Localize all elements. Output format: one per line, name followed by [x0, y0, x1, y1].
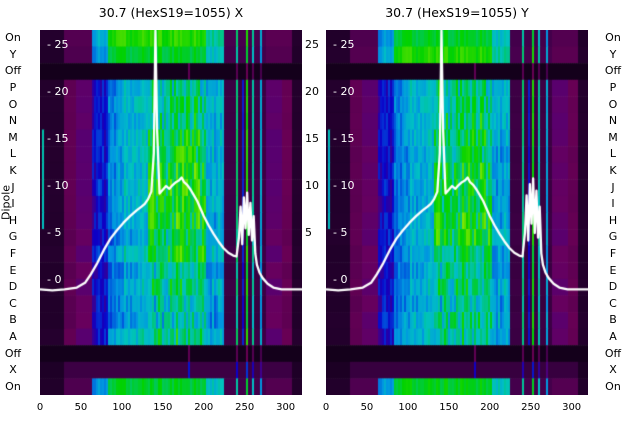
x-tick-label: 150 [153, 402, 173, 413]
row-label: C [609, 296, 617, 310]
row-label: F [609, 246, 617, 260]
row-label: N [8, 114, 18, 128]
x-tick-label: 250 [235, 402, 255, 413]
x-tick-label: 250 [521, 402, 541, 413]
row-label: O [8, 97, 18, 111]
row-label: N [608, 114, 618, 128]
row-label: P [9, 81, 17, 95]
inner-y-tick-label: - 10 [333, 179, 355, 192]
row-label: X [609, 363, 617, 377]
inner-y-tick-label: - 5 [333, 226, 348, 239]
inner-y-tick-label: - 0 [333, 273, 348, 286]
row-label: K [9, 164, 17, 178]
row-label: J [11, 180, 15, 194]
y-tick-label: 5 [305, 226, 312, 239]
y-tick-label: 15 [305, 132, 319, 145]
inner-y-tick-label: - 20 [47, 85, 69, 98]
heatmap-plot-y [326, 30, 588, 395]
inner-y-tick-label: - 20 [333, 85, 355, 98]
inner-y-tick-label: - 0 [47, 273, 62, 286]
inner-y-tick-label: - 15 [47, 132, 69, 145]
row-label: L [9, 147, 17, 161]
inner-y-tick-label: - 25 [47, 38, 69, 51]
x-tick-label: 100 [112, 402, 132, 413]
row-label: O [608, 97, 618, 111]
x-tick-label: 50 [360, 402, 374, 413]
row-label: H [8, 213, 18, 227]
row-label: On [5, 379, 21, 393]
x-tick-label: 100 [398, 402, 418, 413]
row-label: M [608, 130, 618, 144]
row-label: C [9, 296, 17, 310]
row-label: M [8, 130, 18, 144]
row-label: P [609, 81, 617, 95]
row-label: J [611, 180, 615, 194]
row-label: D [8, 280, 18, 294]
row-label: A [609, 329, 617, 343]
row-label: B [609, 313, 617, 327]
inner-y-tick-label: - 10 [47, 179, 69, 192]
row-label: I [11, 197, 15, 211]
plot-title-x: 30.7 (HexS19=1055) X [98, 5, 244, 20]
heatmap-plot-x [40, 30, 302, 395]
row-label: Off [4, 64, 22, 78]
row-label: Y [9, 47, 17, 61]
row-label: Off [4, 346, 22, 360]
row-label: D [608, 280, 618, 294]
x-tick-label: 0 [322, 402, 330, 413]
x-tick-label: 300 [562, 402, 582, 413]
x-tick-label: 200 [480, 402, 500, 413]
x-tick-label: 200 [194, 402, 214, 413]
row-label: K [609, 164, 617, 178]
row-label: H [608, 213, 618, 227]
row-label: Y [609, 47, 617, 61]
row-label: G [8, 230, 18, 244]
inner-y-tick-label: - 15 [333, 132, 355, 145]
row-label: I [611, 197, 615, 211]
row-label: On [605, 31, 621, 45]
row-label: L [609, 147, 617, 161]
row-label: X [9, 363, 17, 377]
heatmap-canvas-x [40, 30, 302, 395]
row-label: A [9, 329, 17, 343]
x-tick-label: 50 [74, 402, 88, 413]
row-label: B [9, 313, 17, 327]
inner-y-tick-label: - 25 [333, 38, 355, 51]
y-tick-label: 20 [305, 85, 319, 98]
x-tick-label: 150 [439, 402, 459, 413]
x-tick-label: 300 [276, 402, 296, 413]
y-tick-label: 10 [305, 179, 319, 192]
row-label: E [609, 263, 617, 277]
row-label: Off [604, 64, 622, 78]
row-label: E [9, 263, 17, 277]
row-label: On [5, 31, 21, 45]
heatmap-canvas-y [326, 30, 588, 395]
row-label: On [605, 379, 621, 393]
plot-title-y: 30.7 (HexS19=1055) Y [385, 5, 529, 20]
inner-y-tick-label: - 5 [47, 226, 62, 239]
y-tick-label: 25 [305, 38, 319, 51]
row-label: G [608, 230, 618, 244]
row-label: F [9, 246, 17, 260]
x-tick-label: 0 [36, 402, 44, 413]
row-label: Off [604, 346, 622, 360]
